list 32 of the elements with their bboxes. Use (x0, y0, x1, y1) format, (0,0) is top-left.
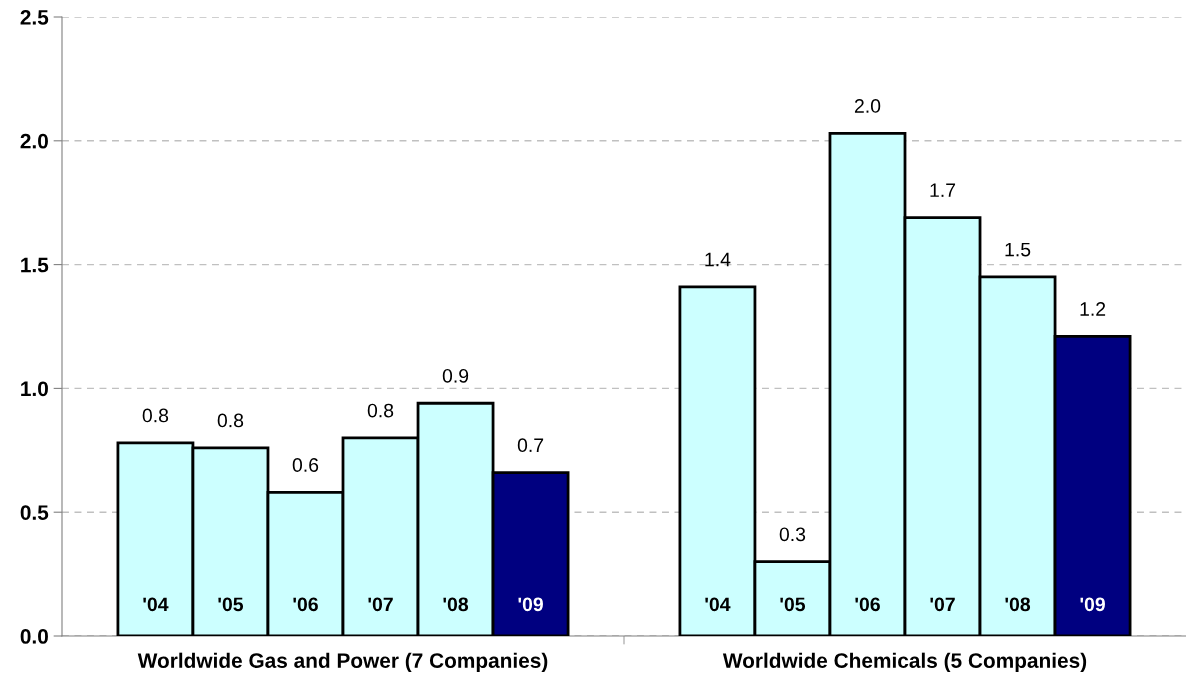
data-label: 0.8 (367, 403, 394, 418)
data-label: 1.7 (930, 183, 956, 197)
data-label: 1.5 (1005, 242, 1031, 257)
series-label: '04 (705, 597, 731, 612)
text: 2.5 (20, 10, 49, 25)
text: '04 (143, 597, 169, 612)
x-tick-label: Worldwide Gas and Power (7 Companies) (137, 652, 548, 673)
data-label: 0.7 (517, 438, 544, 453)
data-label: 0.6 (292, 458, 319, 472)
text: 1.0 (21, 381, 48, 397)
text: '08 (1005, 597, 1031, 612)
series-label: '05 (218, 597, 244, 612)
data-label: 0.8 (217, 413, 244, 428)
data-label: 0.9 (442, 368, 469, 383)
data-label: 1.4 (705, 252, 731, 267)
data-label: 0.8 (142, 408, 169, 423)
text: '07 (930, 597, 955, 612)
text: '05 (780, 597, 806, 612)
x-tick-label: Worldwide Chemicals (5 Companies) (722, 652, 1087, 673)
text: '09 (1080, 597, 1105, 612)
series-label: '07 (368, 597, 393, 612)
text: 1.5 (21, 257, 49, 273)
text: '06 (855, 597, 880, 612)
series-label: '08 (443, 597, 469, 612)
series-label: '06 (293, 597, 318, 612)
data-label: 1.2 (1080, 302, 1106, 316)
text: 0.5 (20, 505, 49, 520)
text: 2.0 (20, 133, 48, 149)
data-label: 0.3 (779, 527, 806, 542)
data-label: 2.0 (854, 99, 881, 113)
text: 0.0 (20, 629, 48, 644)
series-label: '09 (518, 597, 543, 612)
